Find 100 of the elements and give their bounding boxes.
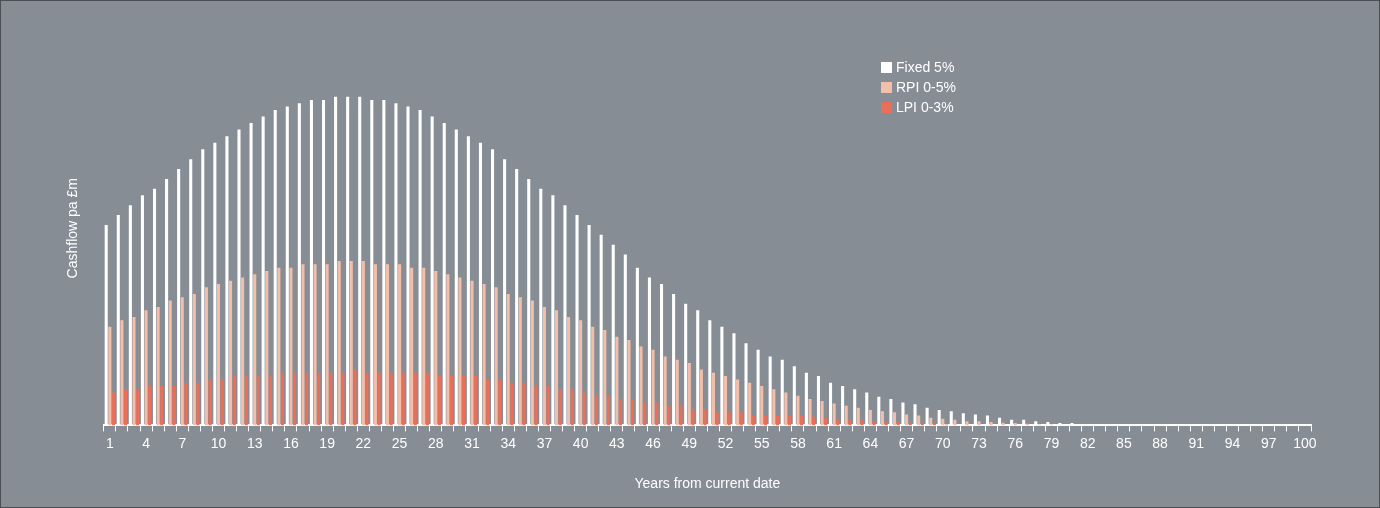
legend-label: LPI 0-3% [896, 98, 954, 117]
x-tick-label: 7 [178, 434, 187, 451]
bar [603, 330, 607, 426]
x-tick-label: 1 [105, 434, 114, 451]
y-axis-title: Cashflow pa £m [64, 178, 81, 279]
bar [349, 261, 353, 426]
bar [796, 395, 800, 426]
bar [305, 372, 309, 426]
bar [775, 415, 779, 426]
bar [736, 379, 740, 426]
bar [422, 267, 426, 426]
x-tick-label: 19 [319, 434, 336, 451]
bar [639, 346, 643, 426]
bar [329, 372, 333, 426]
bar [808, 399, 812, 426]
bar [723, 376, 728, 426]
bar [470, 280, 474, 426]
x-tick-label: 40 [572, 434, 589, 451]
x-tick-label: 28 [427, 434, 444, 451]
bar [579, 320, 583, 426]
bar [651, 349, 655, 426]
x-tick-label: 76 [1007, 434, 1024, 451]
bar [631, 399, 635, 426]
bar [941, 418, 945, 426]
bar [844, 405, 848, 426]
bar [965, 421, 969, 426]
x-tick-label: 52 [717, 434, 734, 451]
bar [373, 264, 377, 426]
bar [917, 415, 921, 426]
bar [594, 395, 598, 426]
x-tick-label: 58 [790, 434, 806, 451]
bar [711, 372, 715, 426]
bar [868, 409, 872, 426]
bar [498, 379, 502, 426]
bar [341, 372, 345, 426]
bar [144, 310, 148, 426]
x-tick-label: 79 [1043, 434, 1060, 451]
bar [410, 267, 414, 426]
bar [401, 372, 405, 426]
bar [337, 261, 341, 426]
bar [892, 412, 897, 426]
bar [172, 385, 176, 426]
x-tick-label: 46 [645, 434, 662, 451]
bar [301, 264, 305, 426]
x-tick-label: 94 [1224, 434, 1241, 451]
x-tick-label: 10 [210, 434, 227, 451]
bar [784, 392, 788, 426]
bar [615, 336, 619, 426]
bar [293, 372, 297, 426]
bar [192, 293, 196, 426]
bar [486, 379, 490, 426]
bar [518, 297, 522, 426]
bar [398, 264, 402, 426]
bar [977, 421, 981, 426]
bar [446, 274, 450, 426]
bar [534, 385, 538, 426]
x-tick-label: 43 [609, 434, 625, 451]
bar [232, 376, 236, 426]
bar [437, 376, 441, 426]
bar [132, 316, 136, 426]
bar [567, 316, 571, 426]
bar [510, 382, 514, 426]
bar [643, 402, 647, 426]
bar [136, 389, 140, 426]
bar [546, 385, 550, 426]
bar [458, 277, 462, 426]
bar [196, 382, 200, 426]
bar [832, 403, 836, 426]
x-tick-label: 97 [1260, 434, 1277, 451]
x-tick-label: 34 [500, 434, 517, 451]
bar [896, 422, 900, 426]
bar [377, 372, 381, 426]
bar [268, 376, 272, 426]
bar [120, 320, 124, 426]
legend-label: Fixed 5% [896, 58, 955, 77]
bar [679, 405, 683, 426]
bar [241, 277, 245, 426]
bar [989, 422, 993, 426]
bar [277, 267, 281, 426]
bar [760, 385, 764, 426]
bar [317, 372, 321, 426]
bar [820, 401, 824, 426]
x-tick-label: 82 [1079, 434, 1096, 451]
x-tick-label: 37 [536, 434, 553, 451]
bar [748, 382, 752, 426]
x-tick-label: 88 [1152, 434, 1169, 451]
bar [289, 267, 293, 426]
bar [229, 280, 233, 426]
bar [208, 379, 212, 426]
bar [434, 270, 438, 426]
x-tick-label: 31 [464, 434, 480, 451]
x-tick-label: 61 [826, 434, 843, 451]
bar [462, 376, 466, 426]
bar [425, 372, 429, 426]
bar [385, 264, 390, 426]
bar [253, 274, 257, 426]
x-tick-label: 49 [681, 434, 698, 451]
bar [482, 284, 486, 426]
bar [703, 408, 707, 426]
bar [204, 287, 208, 426]
